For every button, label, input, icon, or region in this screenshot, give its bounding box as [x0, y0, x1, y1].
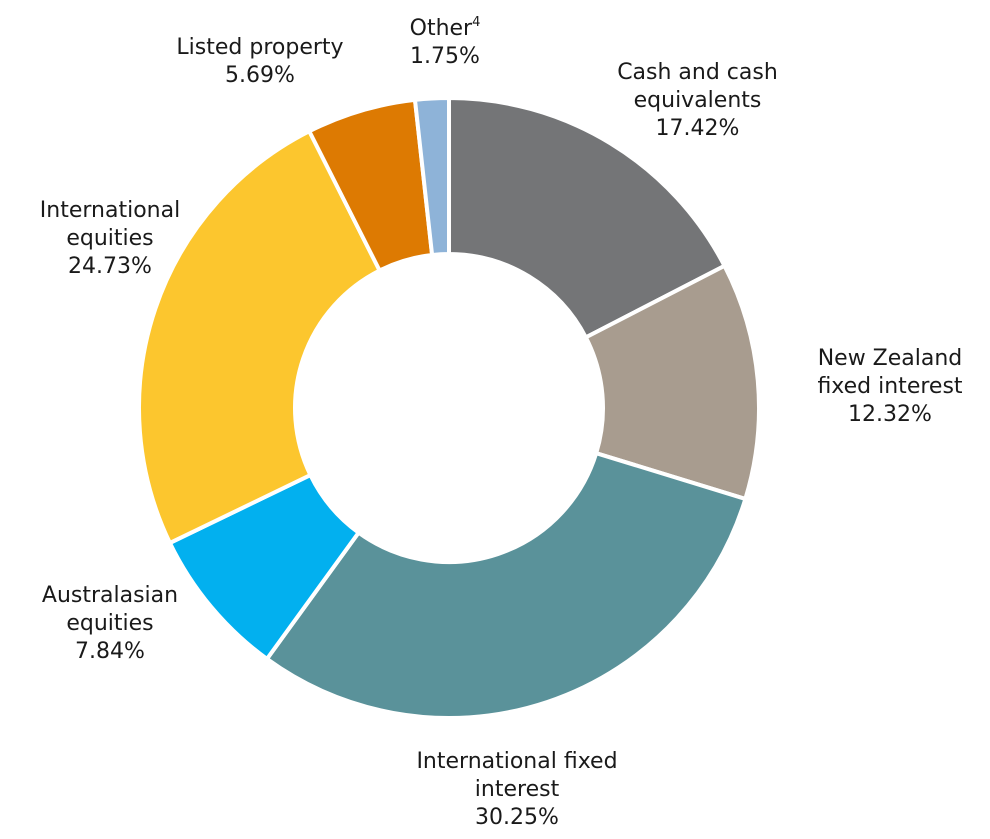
label-aus-equities-line1: Australasian — [41, 583, 179, 608]
label-intl-equities-value: 24.73% — [68, 254, 152, 279]
label-aus-equities-line2: equities — [66, 611, 154, 636]
label-intl-equities: International equities 24.73% — [20, 197, 200, 281]
slice-cash — [447, 95, 728, 341]
label-intl-equities-line1: International — [39, 198, 181, 223]
label-cash: Cash and cash equivalents 17.42% — [585, 59, 810, 143]
label-cash-line1: Cash and cash — [617, 60, 778, 85]
label-other-text: Other — [409, 16, 473, 41]
label-intl-fixed-line2: interest — [474, 777, 560, 802]
label-intl-equities-line2: equities — [66, 226, 154, 251]
label-listed-property: Listed property 5.69% — [150, 34, 370, 90]
label-aus-equities: Australasian equities 7.84% — [20, 582, 200, 666]
label-other: Other4 1.75% — [385, 15, 505, 71]
label-nz-fixed-line1: New Zealand — [817, 346, 963, 371]
slice-intl-equities — [137, 128, 383, 546]
label-cash-line2: equivalents — [633, 88, 762, 113]
label-intl-fixed: International fixed interest 30.25% — [392, 748, 642, 832]
label-nz-fixed-line2: fixed interest — [817, 374, 963, 399]
label-intl-fixed-line1: International fixed — [416, 749, 618, 774]
label-listed-property-value: 5.69% — [225, 63, 295, 88]
label-listed-property-line1: Listed property — [176, 35, 344, 60]
label-aus-equities-value: 7.84% — [75, 639, 145, 664]
label-nz-fixed-value: 12.32% — [848, 402, 932, 427]
label-other-value: 1.75% — [410, 44, 480, 69]
label-cash-value: 17.42% — [655, 116, 740, 141]
slice-nz-fixed — [583, 263, 761, 502]
label-other-line1: Other4 — [385, 15, 505, 43]
label-intl-fixed-value: 30.25% — [475, 805, 559, 830]
label-nz-fixed: New Zealand fixed interest 12.32% — [795, 345, 985, 429]
slice-intl-fixed — [264, 450, 748, 720]
footnote-marker: 4 — [472, 15, 481, 30]
slice-other — [412, 95, 451, 258]
